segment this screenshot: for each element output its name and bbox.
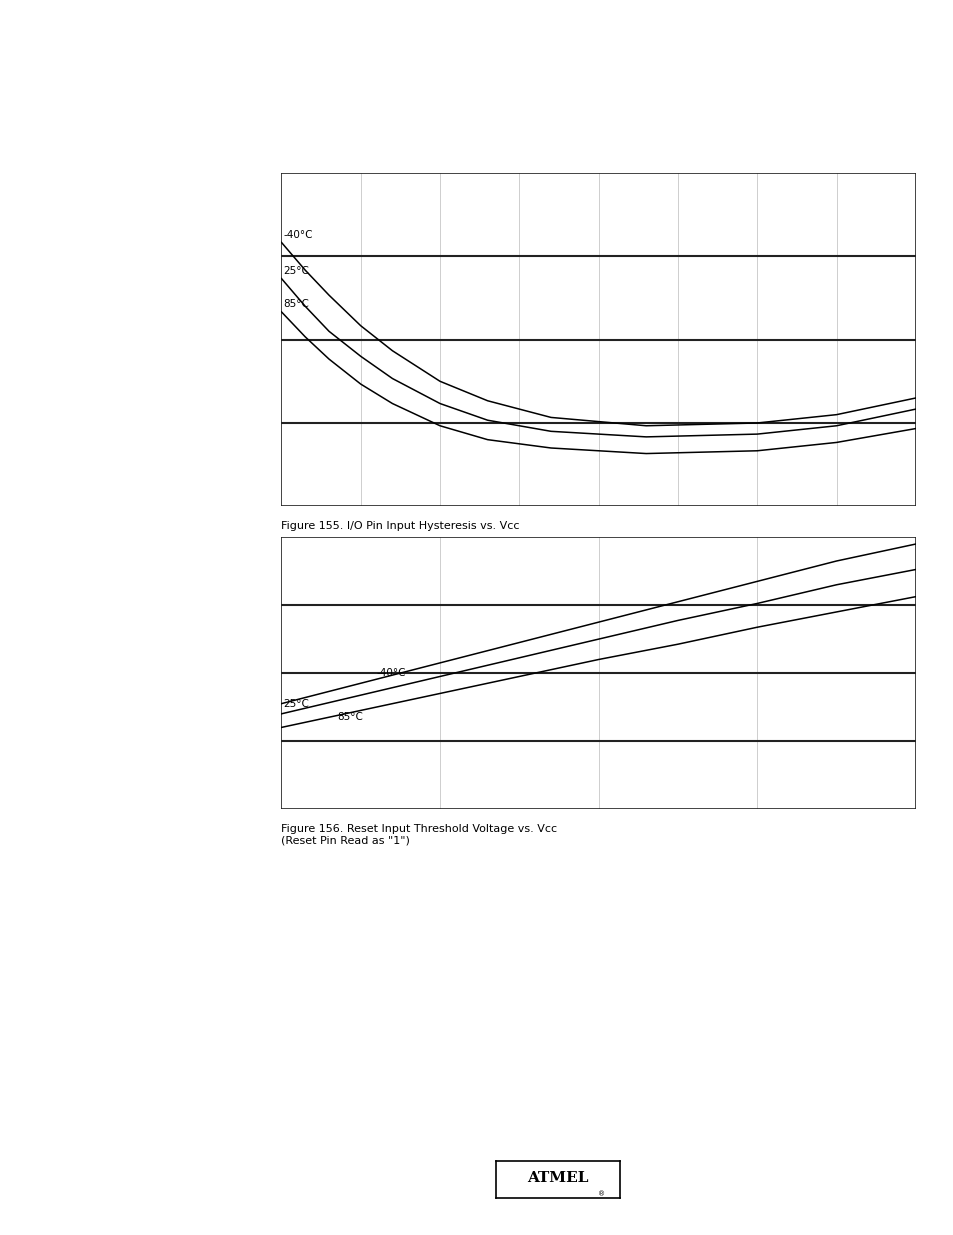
Text: 25°C: 25°C [283,266,309,275]
Text: Figure 155. I/O Pin Input Hysteresis vs. Vᴄᴄ: Figure 155. I/O Pin Input Hysteresis vs.… [281,521,519,531]
Text: ®: ® [598,1192,604,1197]
Text: 85°C: 85°C [336,713,362,722]
Text: -40°C: -40°C [376,668,406,678]
Text: -40°C: -40°C [283,230,313,240]
Text: 85°C: 85°C [283,299,309,309]
Text: 25°C: 25°C [283,699,309,709]
Text: Figure 156. Reset Input Threshold Voltage vs. Vᴄᴄ
(Reset Pin Read as "1"): Figure 156. Reset Input Threshold Voltag… [281,824,557,845]
Text: ATMEL: ATMEL [527,1171,588,1184]
